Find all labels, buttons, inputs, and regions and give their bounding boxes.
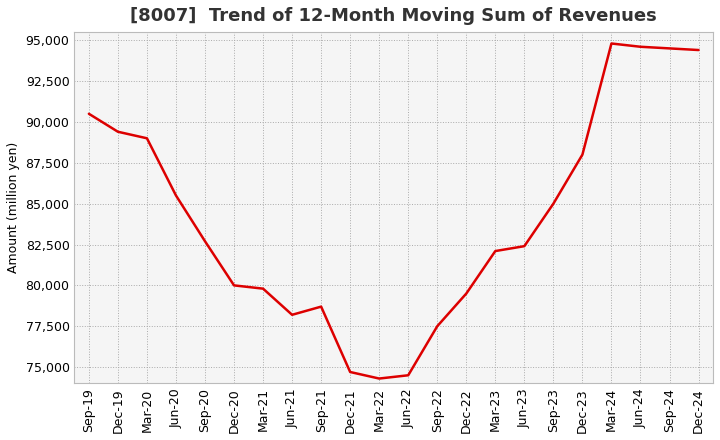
Y-axis label: Amount (million yen): Amount (million yen) [7, 142, 20, 273]
Title: [8007]  Trend of 12-Month Moving Sum of Revenues: [8007] Trend of 12-Month Moving Sum of R… [130, 7, 657, 25]
